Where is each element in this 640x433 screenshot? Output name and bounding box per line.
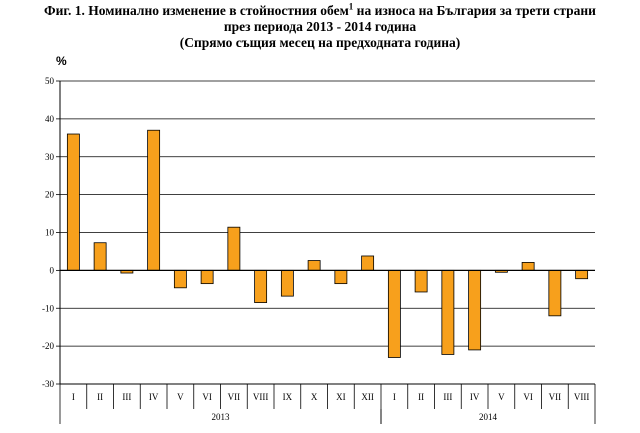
bar <box>254 269 268 303</box>
y-tick-label: 0 <box>50 265 55 275</box>
bar <box>147 129 161 271</box>
category-label: I <box>393 392 396 402</box>
bar <box>334 269 348 285</box>
category-label: VII <box>549 392 562 402</box>
bar <box>66 133 80 271</box>
y-tick-label: -20 <box>42 341 54 351</box>
category-label: III <box>122 392 131 402</box>
category-label: IV <box>149 392 159 402</box>
category-label: VIII <box>574 392 590 402</box>
bar <box>548 269 562 317</box>
category-label: VI <box>523 392 533 402</box>
category-label: V <box>177 392 184 402</box>
y-tick-label: 10 <box>45 228 55 238</box>
category-label: VI <box>202 392 212 402</box>
gridlines <box>60 80 595 385</box>
bar <box>307 260 321 271</box>
bar <box>575 269 589 280</box>
bar <box>521 262 535 271</box>
bar <box>173 269 187 289</box>
category-label: XII <box>361 392 374 402</box>
bar <box>227 226 241 271</box>
group-label: 2014 <box>479 412 498 422</box>
title-footnote-mark: 1 <box>348 1 354 12</box>
x-axis-categories: I II III IV V VI VII VIII IX X XI XII I II III IV V VI VII… <box>59 384 596 409</box>
chart-title: Фиг. 1. Номинално изменение в стойностни… <box>0 1 640 51</box>
bar <box>200 269 214 285</box>
category-label: IV <box>470 392 480 402</box>
bars <box>66 129 589 358</box>
bar <box>441 269 455 355</box>
title-line-2: през периода 2013 - 2014 година <box>223 19 417 34</box>
bar <box>468 269 482 351</box>
y-tick-label: 20 <box>45 190 55 200</box>
category-label: II <box>418 392 424 402</box>
title-part-2: на износа на България за трети страни <box>353 3 596 18</box>
title-line-3: (Спрямо същия месец на предходната годин… <box>179 35 461 50</box>
category-label: XI <box>336 392 346 402</box>
category-label: IX <box>283 392 293 402</box>
category-label: I <box>72 392 75 402</box>
category-label: X <box>311 392 318 402</box>
category-label: III <box>443 392 452 402</box>
title-line-1: Фиг. 1. Номинално изменение в стойностни… <box>0 1 640 19</box>
bar <box>414 269 428 293</box>
bar <box>387 269 401 358</box>
y-axis-label: % <box>56 54 67 68</box>
y-tick-label: -30 <box>42 379 54 389</box>
category-label: II <box>97 392 103 402</box>
category-label: VIII <box>253 392 269 402</box>
category-label: V <box>498 392 505 402</box>
y-tick-label: -10 <box>42 303 54 313</box>
x-axis-year-groups: 2013 2014 <box>59 409 596 424</box>
group-label: 2013 <box>212 412 231 422</box>
y-tick-label: 40 <box>45 114 55 124</box>
category-label: VII <box>228 392 241 402</box>
y-tick-label: 50 <box>45 76 55 86</box>
bar <box>93 242 107 271</box>
bar <box>361 255 375 271</box>
title-part-1: Фиг. 1. Номинално изменение в стойностни… <box>44 3 349 18</box>
bar <box>280 269 294 297</box>
y-axis-ticks: -30 -20 -10 0 10 20 30 40 50 <box>42 76 60 389</box>
y-tick-label: 30 <box>45 152 55 162</box>
